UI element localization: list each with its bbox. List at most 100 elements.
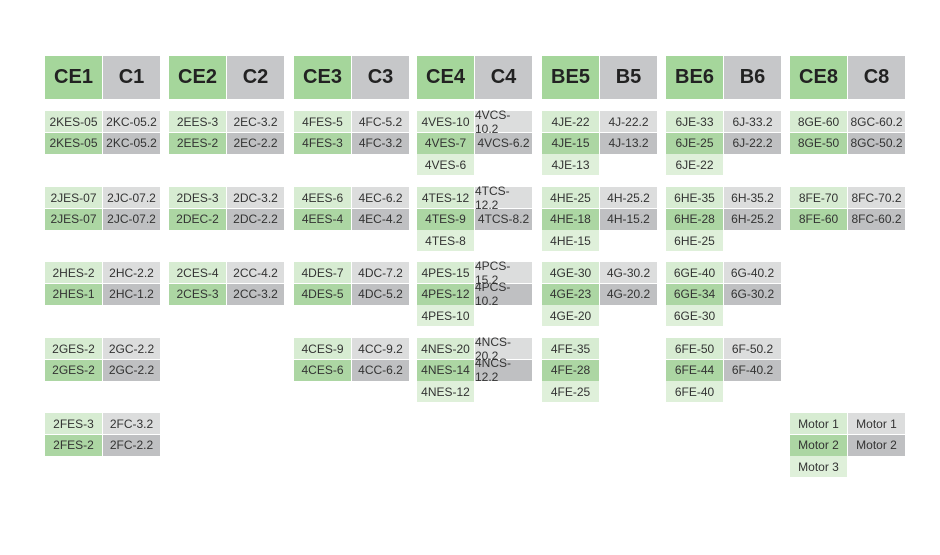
table-cell: 6HE-35 <box>666 187 723 208</box>
table-cell: 2KC-05.2 <box>103 132 160 154</box>
table-cell: 4FC-3.2 <box>352 132 409 154</box>
table-cell: 4EES-6 <box>294 187 351 208</box>
table-cell: 4TCS-8.2 <box>475 208 532 230</box>
table-cell: 2HC-1.2 <box>103 283 160 305</box>
table-cell: 4PES-12 <box>417 283 474 305</box>
table-cell: 4TES-9 <box>417 208 474 230</box>
table-cell: 2GC-2.2 <box>103 359 160 381</box>
table-cell: 4G-30.2 <box>600 262 657 283</box>
table-cell: Motor 3 <box>790 456 847 477</box>
table-cell: Motor 2 <box>790 434 847 456</box>
table-cell: 4FES-3 <box>294 132 351 154</box>
table-cell: 4TCS-12.2 <box>475 184 532 212</box>
table-cell: 8FE-60 <box>790 208 847 230</box>
table-cell: 6GE-34 <box>666 283 723 305</box>
table-cell: 2CES-3 <box>169 283 226 305</box>
table-cell: 4JE-22 <box>542 111 599 132</box>
table-cell: 2KC-05.2 <box>103 111 160 132</box>
table-cell: 4FE-25 <box>542 381 599 402</box>
table-cell: 4HE-25 <box>542 187 599 208</box>
table-cell: 4J-22.2 <box>600 111 657 132</box>
table-cell: 4DC-7.2 <box>352 262 409 283</box>
table-cell: 6JE-33 <box>666 111 723 132</box>
header-cell: CE8 <box>790 56 847 99</box>
table-cell: 4NES-20 <box>417 338 474 359</box>
table-cell: 4CES-6 <box>294 359 351 381</box>
table-cell: 2GES-2 <box>45 359 102 381</box>
table-cell: 4VES-7 <box>417 132 474 154</box>
table-cell: 8GC-60.2 <box>848 111 905 132</box>
table-cell: 2CC-3.2 <box>227 283 284 305</box>
table-cell: 6J-22.2 <box>724 132 781 154</box>
table-cell: 6HE-25 <box>666 230 723 251</box>
table-cell: 4VES-10 <box>417 111 474 132</box>
table-cell: 4TES-12 <box>417 187 474 208</box>
table-cell: 6HE-28 <box>666 208 723 230</box>
table-cell: 6G-30.2 <box>724 283 781 305</box>
table-cell: 4GE-20 <box>542 305 599 326</box>
table-cell: 4DES-7 <box>294 262 351 283</box>
header-cell: C2 <box>227 56 284 99</box>
table-cell: 8GE-60 <box>790 111 847 132</box>
header-cell: BE6 <box>666 56 723 99</box>
table-cell: 4NES-14 <box>417 359 474 381</box>
table-cell: 4H-25.2 <box>600 187 657 208</box>
table-cell: 2HC-2.2 <box>103 262 160 283</box>
table-cell: 4JE-15 <box>542 132 599 154</box>
table-cell: 2GES-2 <box>45 338 102 359</box>
table-cell: 4EC-6.2 <box>352 187 409 208</box>
table-cell: 8FC-60.2 <box>848 208 905 230</box>
table-cell: 6GE-30 <box>666 305 723 326</box>
table-cell: 4HE-15 <box>542 230 599 251</box>
table-cell: 2EES-2 <box>169 132 226 154</box>
table-cell: 4VES-6 <box>417 154 474 175</box>
table-cell: 4CES-9 <box>294 338 351 359</box>
table-cell: 2CC-4.2 <box>227 262 284 283</box>
table-cell: 4VCS-6.2 <box>475 132 532 154</box>
table-cell: 6GE-40 <box>666 262 723 283</box>
table-cell: 4DES-5 <box>294 283 351 305</box>
header-cell: C1 <box>103 56 160 99</box>
table-cell: 6H-35.2 <box>724 187 781 208</box>
table-cell: Motor 2 <box>848 434 905 456</box>
table-cell: 2GC-2.2 <box>103 338 160 359</box>
table-cell: 2DC-3.2 <box>227 187 284 208</box>
header-cell: C8 <box>848 56 905 99</box>
table-cell: 4CC-6.2 <box>352 359 409 381</box>
table-cell: 2JES-07 <box>45 187 102 208</box>
table-cell: 4EES-4 <box>294 208 351 230</box>
table-cell: 6JE-22 <box>666 154 723 175</box>
header-cell: B5 <box>600 56 657 99</box>
table-cell: 4FE-28 <box>542 359 599 381</box>
table-cell: 4CC-9.2 <box>352 338 409 359</box>
table-cell: 2JC-07.2 <box>103 187 160 208</box>
header-cell: CE3 <box>294 56 351 99</box>
table-cell: 6JE-25 <box>666 132 723 154</box>
header-cell: C3 <box>352 56 409 99</box>
table-cell: 6FE-40 <box>666 381 723 402</box>
table-cell: 4TES-8 <box>417 230 474 251</box>
table-cell: Motor 1 <box>790 413 847 434</box>
table-cell: 2DES-3 <box>169 187 226 208</box>
table-cell: 2FES-3 <box>45 413 102 434</box>
table-cell: 4HE-18 <box>542 208 599 230</box>
table-cell: 4H-15.2 <box>600 208 657 230</box>
table-cell: 2EC-2.2 <box>227 132 284 154</box>
table-cell: 6F-50.2 <box>724 338 781 359</box>
table-cell: 6G-40.2 <box>724 262 781 283</box>
table-cell: 4NES-12 <box>417 381 474 402</box>
table-cell: 2KES-05 <box>45 132 102 154</box>
table-cell: 2EES-3 <box>169 111 226 132</box>
table-cell: 2FES-2 <box>45 434 102 456</box>
header-cell: CE4 <box>417 56 474 99</box>
table-cell: 4EC-4.2 <box>352 208 409 230</box>
table-cell: Motor 1 <box>848 413 905 434</box>
table-cell: 2JC-07.2 <box>103 208 160 230</box>
table-cell: 4PES-10 <box>417 305 474 326</box>
table-cell: 4PES-15 <box>417 262 474 283</box>
table-cell: 4FES-5 <box>294 111 351 132</box>
table-cell: 2HES-2 <box>45 262 102 283</box>
table-cell: 2EC-3.2 <box>227 111 284 132</box>
table-cell: 4JE-13 <box>542 154 599 175</box>
table-cell: 2DEC-2 <box>169 208 226 230</box>
